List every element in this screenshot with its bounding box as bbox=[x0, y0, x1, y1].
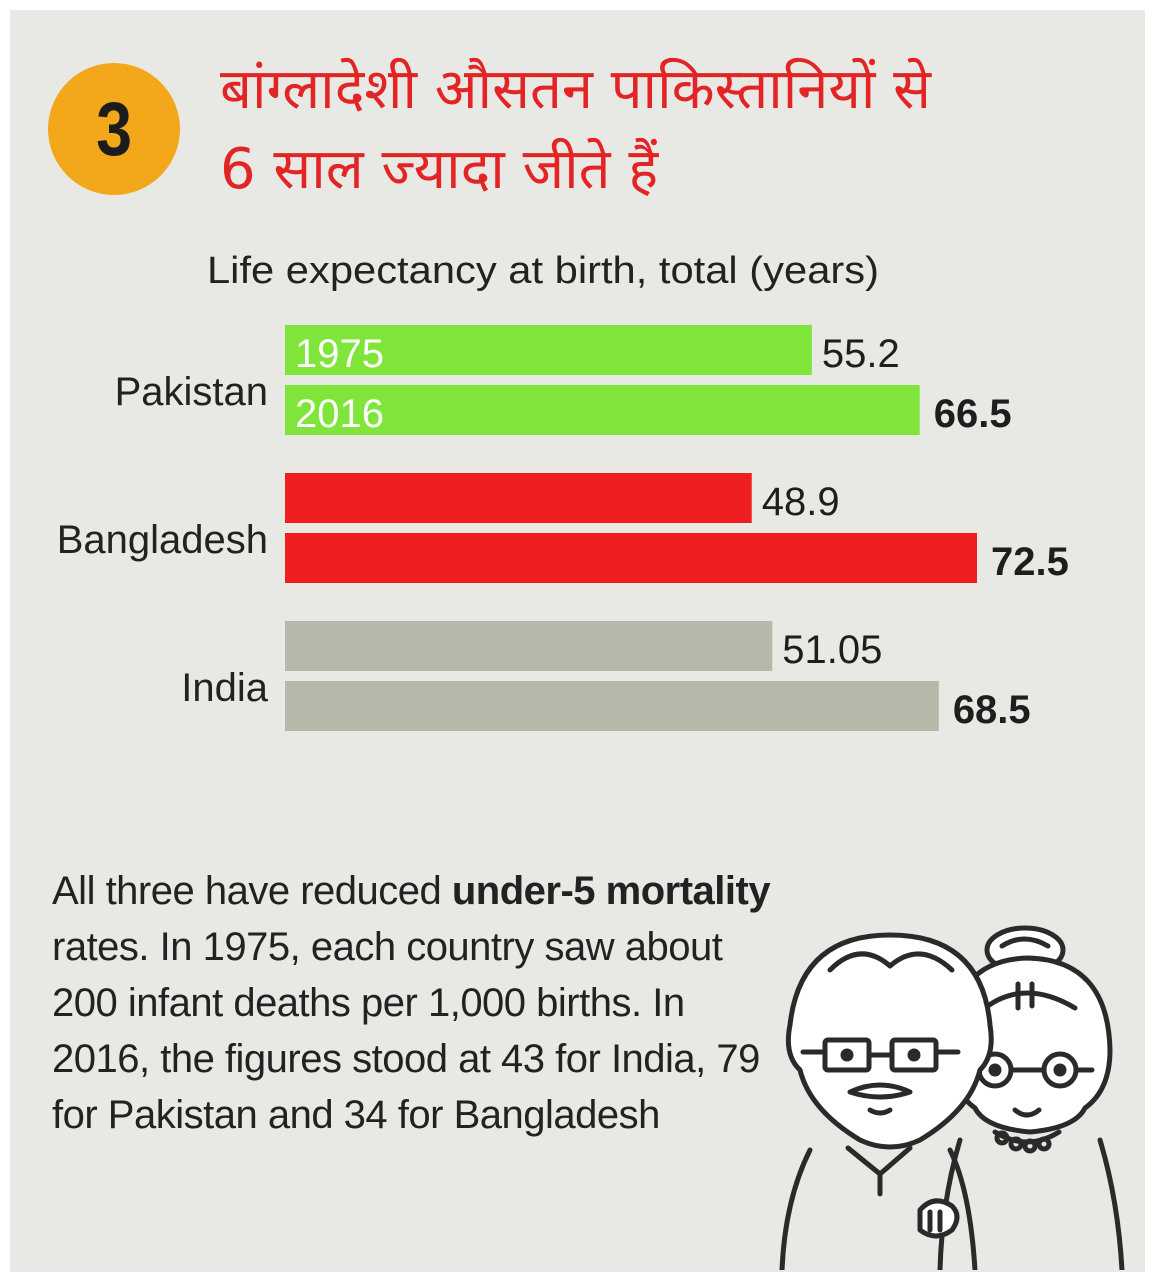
infographic-card: 3 बांग्लादेशी औसतन पाकिस्तानियों से 6 सा… bbox=[10, 10, 1145, 1272]
chart-title: Life expectancy at birth, total (years) bbox=[207, 250, 879, 292]
desc-bold: under-5 mortality bbox=[451, 869, 771, 913]
value-label-india-2016: 68.5 bbox=[953, 688, 1031, 732]
headline: बांग्लादेशी औसतन पाकिस्तानियों से 6 साल … bbox=[220, 50, 1120, 210]
bar-bangladesh-1975 bbox=[285, 473, 752, 523]
category-label-india: India bbox=[181, 666, 268, 710]
number-badge: 3 bbox=[48, 63, 180, 195]
mortality-description: All three have reduced under-5 mortality… bbox=[52, 863, 772, 1143]
headline-line-2: 6 साल ज्यादा जीते हैं bbox=[220, 137, 659, 202]
series-label-2016: 2016 bbox=[295, 392, 384, 436]
value-label-bangladesh-1975: 48.9 bbox=[762, 480, 840, 524]
value-label-bangladesh-2016: 72.5 bbox=[991, 540, 1069, 584]
badge-number: 3 bbox=[96, 86, 132, 172]
bar-india-1975 bbox=[285, 621, 773, 671]
series-label-1975: 1975 bbox=[295, 332, 384, 376]
value-label-pakistan-2016: 66.5 bbox=[934, 392, 1012, 436]
bar-pakistan-1975 bbox=[285, 325, 812, 375]
bar-bangladesh-2016 bbox=[285, 533, 977, 583]
category-label-pakistan: Pakistan bbox=[115, 370, 268, 414]
category-label-bangladesh: Bangladesh bbox=[57, 518, 268, 562]
life-expectancy-chart: Life expectancy at birth, total (years) P… bbox=[57, 250, 1069, 732]
value-label-india-1975: 51.05 bbox=[782, 628, 882, 672]
elderly-couple-icon bbox=[779, 925, 1125, 1270]
bar-india-2016 bbox=[285, 681, 939, 731]
desc-part-1: All three have reduced bbox=[52, 869, 452, 913]
bar-pakistan-2016 bbox=[285, 385, 920, 435]
desc-part-2: rates. In 1975, each country saw about 2… bbox=[52, 925, 760, 1137]
value-label-pakistan-1975: 55.2 bbox=[822, 332, 900, 376]
headline-line-1: बांग्लादेशी औसतन पाकिस्तानियों से bbox=[220, 57, 932, 122]
